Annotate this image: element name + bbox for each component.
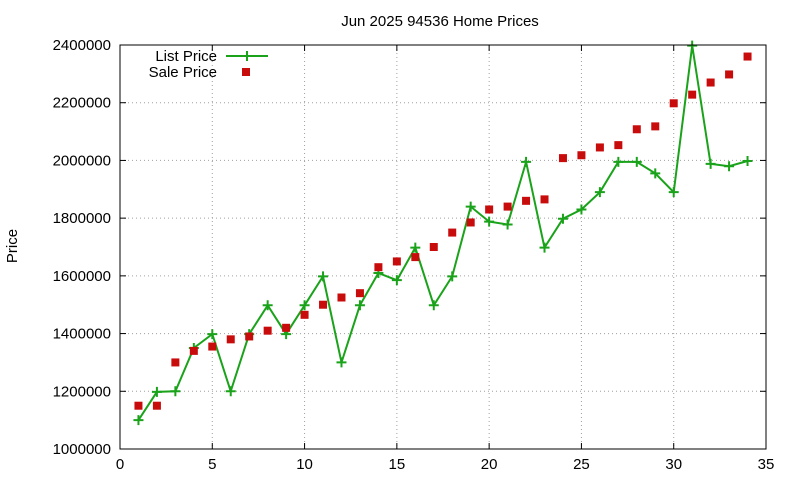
- sale-price-point: [743, 52, 752, 61]
- sale-price-point: [134, 401, 143, 410]
- list-price-point: [650, 168, 661, 179]
- x-tick-label: 35: [758, 456, 775, 473]
- legend-label-sale-price: Sale Price: [149, 64, 217, 81]
- sale-price-point: [282, 323, 291, 332]
- legend-label-list-price: List Price: [155, 48, 217, 65]
- sale-price-point: [208, 342, 217, 351]
- y-tick-label: 2200000: [53, 95, 111, 112]
- x-tick-label: 25: [573, 456, 590, 473]
- sale-price-point: [448, 228, 457, 237]
- sale-price-point: [503, 202, 512, 211]
- sale-price-point: [669, 99, 678, 108]
- sale-price-point: [706, 78, 715, 87]
- list-price-point: [705, 158, 716, 169]
- sale-price-point: [540, 195, 549, 204]
- x-tick-label: 0: [116, 456, 124, 473]
- list-price-point: [502, 219, 513, 230]
- sale-price-point: [226, 335, 235, 344]
- list-price-point: [539, 242, 550, 253]
- list-price-point: [631, 156, 642, 167]
- list-price-point: [262, 300, 273, 311]
- sale-price-point: [429, 243, 438, 251]
- y-tick-label: 2400000: [53, 37, 111, 54]
- sale-price-point: [651, 122, 660, 131]
- sale-price-point: [263, 326, 272, 335]
- sale-price-point: [725, 70, 734, 79]
- list-price-point: [170, 386, 181, 397]
- list-price-point: [613, 156, 624, 167]
- sale-price-point: [577, 151, 586, 160]
- sale-price-point: [300, 310, 309, 319]
- list-price-point: [354, 300, 365, 311]
- grid: [120, 45, 766, 449]
- list-price-point: [318, 271, 329, 282]
- list-price-point: [724, 161, 735, 172]
- plot-frame: [119, 44, 767, 450]
- list-price-point: [391, 275, 402, 286]
- list-price-point: [576, 204, 587, 215]
- list-price-point: [484, 216, 495, 227]
- x-tick-label: 15: [389, 456, 406, 473]
- list-price-point: [151, 386, 162, 397]
- sale-price-point: [392, 257, 401, 266]
- sale-price-point: [171, 358, 180, 367]
- list-price-point: [428, 300, 439, 311]
- list-price-point: [594, 187, 605, 198]
- y-tick-label: 1200000: [53, 383, 111, 400]
- sale-price-point: [485, 205, 494, 214]
- legend: List Price Sale Price: [149, 48, 268, 81]
- chart-title: Jun 2025 94536 Home Prices: [341, 13, 539, 30]
- list-price-point: [742, 156, 753, 167]
- y-tick-label: 2000000: [53, 152, 111, 169]
- list-price-point: [447, 271, 458, 282]
- y-tick-label: 1600000: [53, 268, 111, 285]
- sale-price-point: [355, 289, 364, 298]
- sale-price-point: [189, 346, 198, 355]
- sale-price-point: [522, 196, 531, 205]
- plot-area: [133, 40, 753, 426]
- sale-price-point: [152, 401, 161, 410]
- list-price-point: [557, 213, 568, 224]
- list-price-point: [687, 40, 698, 51]
- list-price-point: [133, 415, 144, 426]
- legend-swatch-sale-price-marker: [242, 68, 250, 76]
- list-price-point: [521, 156, 532, 167]
- list-price-point: [410, 242, 421, 253]
- list-price-point: [207, 329, 218, 340]
- sale-price-point: [558, 154, 567, 163]
- list-price-point: [225, 386, 236, 397]
- list-price-line: [137, 45, 748, 421]
- sale-price-point: [466, 218, 475, 227]
- sale-price-point: [614, 141, 623, 150]
- legend-swatch-list-price-marker: [242, 51, 252, 61]
- sale-price-point: [632, 125, 641, 134]
- sale-price-point: [374, 263, 383, 272]
- x-tick-label: 20: [481, 456, 498, 473]
- y-tick-label: 1000000: [53, 441, 111, 458]
- sale-price-point: [245, 332, 254, 341]
- sale-price-point: [337, 293, 346, 302]
- x-tick-label: 30: [665, 456, 682, 473]
- y-tick-label: 1400000: [53, 326, 111, 343]
- list-price-point: [336, 357, 347, 368]
- list-price-point: [668, 187, 679, 198]
- sale-price-point: [595, 143, 604, 152]
- sale-price-point: [319, 300, 328, 309]
- x-tick-label: 10: [296, 456, 313, 473]
- sale-price-point: [411, 253, 420, 262]
- axis-ticks: 0 5 10 15 20 25 30 35 1000000 1200000 1400000 16000…: [53, 37, 775, 473]
- list-price-point: [299, 300, 310, 311]
- list-price-point: [465, 201, 476, 212]
- sale-price-point: [688, 90, 697, 99]
- x-tick-label: 5: [208, 456, 216, 473]
- y-axis-label: Price: [4, 229, 21, 263]
- y-tick-label: 1800000: [53, 210, 111, 227]
